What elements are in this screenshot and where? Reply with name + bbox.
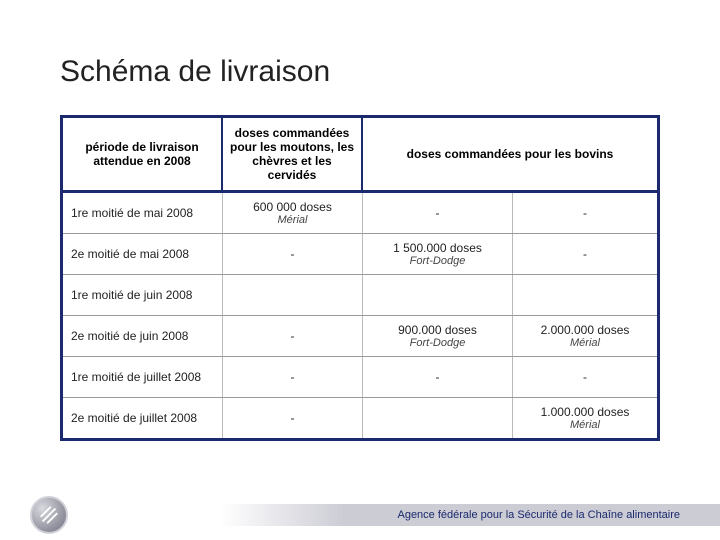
dose-supplier: Mérial (570, 419, 600, 431)
cell-doses (363, 398, 513, 438)
cell-doses: 900.000 dosesFort-Dodge (363, 316, 513, 356)
cell-doses: 1 500.000 dosesFort-Dodge (363, 234, 513, 274)
dose-amount: - (291, 247, 295, 261)
page-title: Schéma de livraison (60, 55, 330, 89)
cell-doses: - (513, 234, 657, 274)
table-header-bovins: doses commandées pour les bovins (363, 118, 657, 190)
dose-amount: - (436, 370, 440, 384)
agency-logo (30, 496, 68, 534)
cell-doses (223, 275, 363, 315)
table-row: 1re moitié de juin 2008 (63, 274, 657, 315)
dose-amount: 1 500.000 doses (393, 241, 482, 255)
table-row: 2e moitié de juin 2008 - 900.000 dosesFort… (63, 315, 657, 356)
cell-doses: - (363, 193, 513, 233)
cell-doses: - (513, 193, 657, 233)
dose-supplier: Fort-Dodge (410, 255, 466, 267)
dose-supplier: Mérial (570, 337, 600, 349)
dose-amount: - (436, 206, 440, 220)
dose-amount: 900.000 doses (398, 323, 477, 337)
cell-doses: 2.000.000 dosesMérial (513, 316, 657, 356)
cell-period: 1re moitié de juin 2008 (63, 275, 223, 315)
table-header-row: période de livraison attendue en 2008 do… (63, 118, 657, 193)
footer-agency-text: Agence fédérale pour la Sécurité de la C… (397, 509, 680, 521)
cell-doses: - (223, 316, 363, 356)
footer: Agence fédérale pour la Sécurité de la C… (0, 502, 720, 540)
dose-amount: 2.000.000 doses (541, 323, 630, 337)
table-header-sheep: doses commandées pour les moutons, les c… (223, 118, 363, 190)
table-row: 1re moitié de juillet 2008 - - - (63, 356, 657, 397)
table-header-period: période de livraison attendue en 2008 (63, 118, 223, 190)
dose-supplier: Mérial (278, 214, 308, 226)
dose-amount: - (291, 370, 295, 384)
table-body: 1re moitié de mai 2008600 000 dosesMéria… (63, 193, 657, 438)
slash-lines-icon (38, 504, 60, 526)
cell-period: 2e moitié de mai 2008 (63, 234, 223, 274)
cell-period: 1re moitié de mai 2008 (63, 193, 223, 233)
dose-amount: - (291, 329, 295, 343)
cell-doses: 600 000 dosesMérial (223, 193, 363, 233)
slide: Schéma de livraison période de livraison… (0, 0, 720, 540)
cell-doses: - (223, 357, 363, 397)
cell-doses: - (513, 357, 657, 397)
dose-amount: - (291, 411, 295, 425)
cell-period: 1re moitié de juillet 2008 (63, 357, 223, 397)
cell-doses: - (363, 357, 513, 397)
dose-supplier: Fort-Dodge (410, 337, 466, 349)
cell-doses: - (223, 398, 363, 438)
table-row: 2e moitié de juillet 2008 - 1.000.000 dose… (63, 397, 657, 438)
table-row: 1re moitié de mai 2008600 000 dosesMéria… (63, 193, 657, 233)
footer-bar: Agence fédérale pour la Sécurité de la C… (220, 504, 720, 526)
dose-amount: 1.000.000 doses (541, 405, 630, 419)
table-row: 2e moitié de mai 2008 - 1 500.000 dosesFor… (63, 233, 657, 274)
cell-doses: 1.000.000 dosesMérial (513, 398, 657, 438)
dose-amount: - (583, 370, 587, 384)
dose-amount: 600 000 doses (253, 200, 332, 214)
cell-doses: - (223, 234, 363, 274)
cell-period: 2e moitié de juillet 2008 (63, 398, 223, 438)
dose-amount: - (583, 206, 587, 220)
cell-doses (513, 275, 657, 315)
cell-doses (363, 275, 513, 315)
dose-amount: - (583, 247, 587, 261)
cell-period: 2e moitié de juin 2008 (63, 316, 223, 356)
delivery-table: période de livraison attendue en 2008 do… (60, 115, 660, 441)
